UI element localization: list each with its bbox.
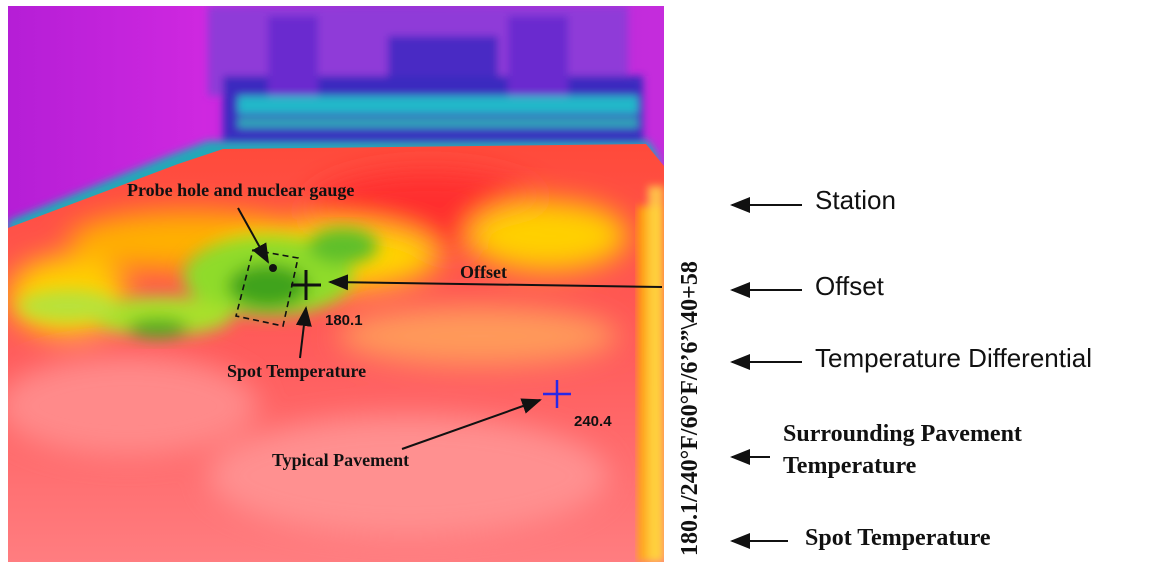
legend-surrounding-line1: Surrounding Pavement — [783, 421, 1022, 447]
legend-temperature-differential: Temperature Differential — [815, 343, 1092, 373]
typical-crosshair — [543, 380, 571, 408]
probe-arrow — [237, 207, 269, 264]
probe-area-box — [235, 249, 299, 327]
offset-label: Offset — [460, 262, 507, 282]
thermal-readout-vertical: 180.1/240°F/60°F/6’6”\40+58 — [677, 261, 703, 556]
legend-station: Station — [815, 185, 896, 215]
probe-hole-label: Probe hole and nuclear gauge — [127, 180, 355, 200]
legend-surrounding-line2: Temperature — [783, 453, 917, 479]
spot-temperature-label: Spot Temperature — [227, 361, 367, 381]
spot-crosshair — [291, 270, 321, 300]
spot-temperature-value: 180.1 — [325, 312, 363, 329]
typical-pavement-arrow — [401, 398, 542, 450]
legend-offset: Offset — [815, 271, 884, 301]
legend-spot-temperature: Spot Temperature — [805, 525, 991, 551]
spot-temperature-arrow — [295, 306, 312, 359]
offset-arrow — [328, 274, 663, 291]
typical-temperature-value: 240.4 — [574, 413, 612, 430]
probe-hole-dot — [269, 264, 277, 272]
typical-pavement-label: Typical Pavement — [272, 450, 410, 470]
thermal-image — [8, 6, 664, 562]
